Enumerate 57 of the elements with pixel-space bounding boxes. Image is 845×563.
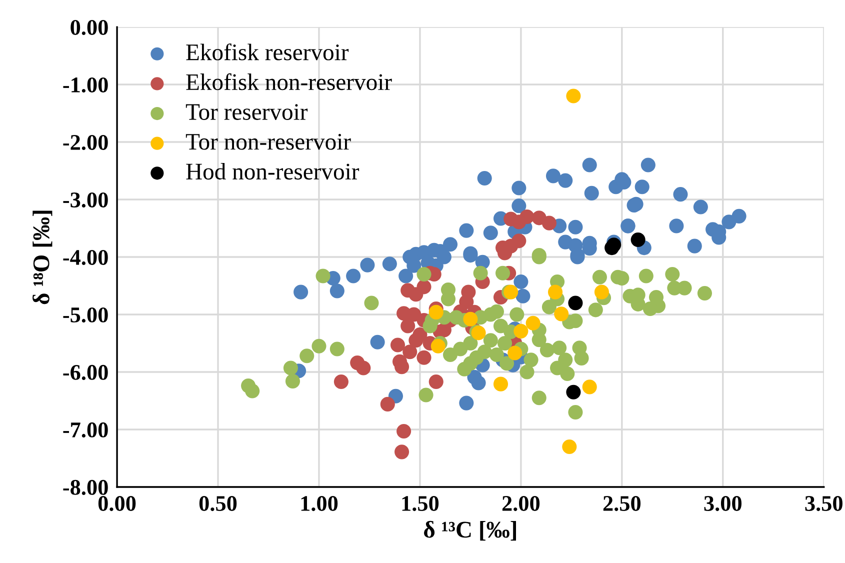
x-tick-label: 0.00	[98, 496, 136, 512]
point	[396, 306, 412, 321]
x-tick-label: 2.00	[502, 496, 540, 512]
legend-label: Tor non-reservoir	[186, 134, 351, 150]
point	[582, 380, 597, 394]
point	[514, 324, 528, 338]
point	[428, 304, 444, 320]
point	[334, 374, 348, 390]
point	[548, 284, 563, 300]
y-tick-label: -1.00	[63, 77, 108, 93]
point	[512, 234, 526, 248]
point	[416, 280, 432, 294]
y-tick-label: 0.00	[70, 20, 108, 36]
y-axis-title: δ ¹⁸O [‰]	[32, 210, 52, 304]
x-tick-label: 3.50	[805, 496, 842, 512]
point	[562, 439, 577, 454]
point	[542, 216, 556, 230]
point	[463, 312, 478, 326]
point	[508, 346, 522, 360]
point	[493, 376, 508, 392]
point	[566, 384, 581, 400]
x-tick-label: 2.50	[603, 496, 641, 512]
x-tick-label: 1.00	[301, 496, 338, 512]
legend-label: Hod non-reservoir	[186, 162, 360, 180]
point	[400, 318, 416, 334]
y-tick-label: -2.00	[63, 134, 108, 150]
point	[526, 316, 540, 330]
point	[630, 232, 646, 248]
y-tick-label: -6.00	[63, 364, 108, 380]
point	[554, 306, 569, 322]
legend-label: Ekofisk reservoir	[186, 43, 349, 60]
point	[394, 444, 410, 460]
point	[430, 338, 446, 354]
point	[396, 424, 412, 439]
point	[416, 350, 432, 365]
point	[568, 296, 583, 310]
point	[380, 396, 395, 412]
legend-label: Ekofisk non-reservoir	[186, 73, 392, 90]
y-tick-label: -4.00	[63, 250, 108, 266]
point	[408, 333, 424, 348]
legend-label: Tor reservoir	[186, 104, 308, 120]
y-tick-label: -5.00	[63, 307, 108, 323]
y-tick-label: -3.00	[63, 192, 108, 208]
point	[606, 238, 622, 252]
y-tick-label: -7.00	[63, 422, 108, 438]
point	[566, 88, 581, 104]
point	[594, 284, 610, 300]
x-tick-label: 3.00	[704, 496, 742, 512]
x-tick-label: 0.50	[199, 496, 237, 512]
point	[428, 374, 444, 390]
x-axis-title: δ ¹³C [‰]	[424, 520, 516, 541]
point	[390, 338, 406, 352]
point	[402, 344, 418, 360]
x-tick-label: 1.50	[402, 496, 439, 512]
point	[512, 214, 526, 230]
point	[356, 360, 371, 376]
y-tick-label: -8.00	[63, 480, 108, 496]
